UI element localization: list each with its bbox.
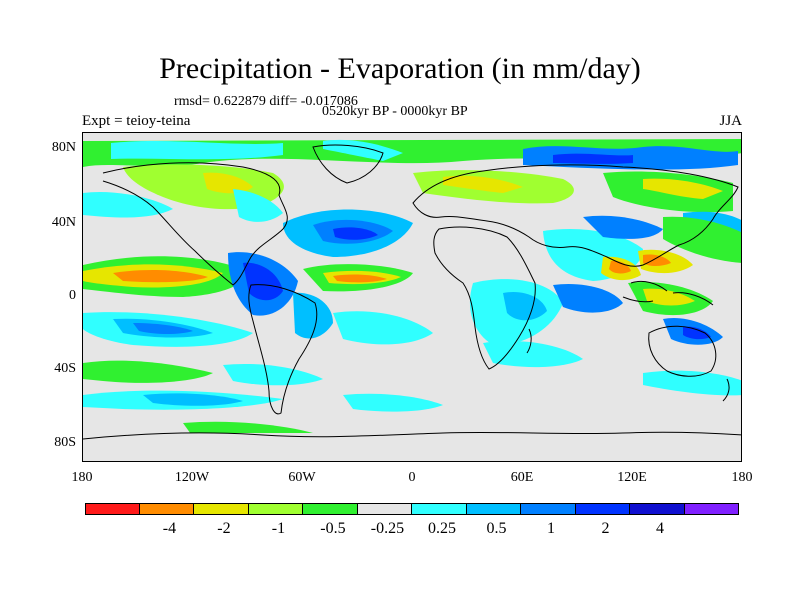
colorbar-segment — [248, 503, 303, 515]
lat-label-80n: 80N — [51, 140, 76, 155]
field-patch — [83, 360, 213, 383]
colorbar-segment — [630, 503, 685, 515]
field-patch — [643, 178, 723, 199]
lat-label-40n: 40N — [51, 215, 76, 230]
field-patch — [583, 215, 663, 239]
field-patch — [663, 216, 741, 263]
field-patch — [143, 393, 243, 406]
lon-label-120e: 120E — [617, 470, 647, 485]
field-patch — [223, 363, 323, 386]
colorbar-label: 4 — [655, 520, 664, 537]
coast-south-america — [248, 284, 318, 415]
coast-antarctica — [83, 431, 741, 440]
colorbar-segment — [684, 503, 739, 515]
world-map — [82, 132, 742, 462]
field-patch — [83, 191, 173, 218]
coast-australia — [648, 325, 717, 377]
colorbar-label: 1 — [546, 520, 555, 537]
experiment-label: Expt = teioy-teina — [82, 113, 191, 129]
colorbar-label: -2 — [217, 520, 231, 537]
coast-nz — [722, 378, 730, 402]
field-patch — [443, 175, 523, 193]
period-label: 0520kyr BP - 0000kyr BP — [322, 104, 468, 119]
colorbar-segment — [521, 503, 576, 515]
colorbar-label: 0.25 — [427, 520, 456, 537]
field-patch — [643, 254, 671, 266]
lon-label-0: 0 — [408, 470, 416, 485]
colorbar-segment — [466, 503, 521, 515]
field-patch — [243, 262, 283, 301]
field-patch — [293, 292, 333, 339]
colorbar — [85, 503, 739, 515]
coastlines — [83, 144, 741, 440]
coast-madagascar — [526, 328, 532, 354]
map-canvas — [83, 133, 741, 461]
lat-label-40s: 40S — [54, 361, 76, 376]
field-patch — [203, 172, 253, 194]
field-patch — [133, 323, 193, 334]
field-patch — [483, 340, 583, 368]
lon-label-180w: 180 — [71, 470, 93, 485]
coast-north-america — [102, 162, 288, 286]
colorbar-segment — [85, 503, 140, 515]
coast-africa — [433, 226, 536, 370]
lat-label-80s: 80S — [54, 435, 76, 450]
field-patch — [333, 274, 387, 283]
field-patch — [111, 141, 283, 160]
lon-label-60e: 60E — [510, 470, 534, 485]
colorbar-label: 2 — [601, 520, 610, 537]
field-patch — [333, 227, 378, 240]
field-patch — [333, 311, 433, 345]
field-patch — [643, 288, 695, 306]
field-patch — [553, 283, 623, 313]
field-patch — [233, 189, 283, 222]
colorbar-label: -4 — [162, 520, 177, 537]
season-label: JJA — [719, 113, 742, 129]
colorbar-segment — [412, 503, 467, 515]
field-patch — [609, 260, 631, 274]
colorbar-label: -0.5 — [320, 520, 346, 537]
coast-eurasia — [412, 164, 739, 267]
colorbar-segment — [303, 503, 358, 515]
lat-label-0: 0 — [69, 288, 76, 303]
field-patch — [643, 370, 741, 396]
plot-title: Precipitation - Evaporation (in mm/day) — [159, 52, 641, 85]
colorbar-label: -1 — [271, 520, 286, 537]
colorbar-segment — [194, 503, 249, 515]
colorbar-label: 0.5 — [486, 520, 507, 537]
field-patch — [113, 270, 208, 283]
coast-greenland — [312, 144, 384, 184]
field-patch — [343, 393, 443, 412]
colorbar-segment — [575, 503, 630, 515]
colorbar-label: -0.25 — [370, 520, 405, 537]
field-patch — [683, 326, 711, 340]
lon-label-60w: 60W — [288, 470, 316, 485]
field-patch — [503, 291, 547, 321]
field-patch — [553, 153, 633, 164]
coast-maritime — [622, 280, 714, 306]
colorbar-segment — [139, 503, 194, 515]
lon-label-180e: 180 — [731, 470, 753, 485]
field-patch — [83, 433, 741, 461]
colorbar-segment — [357, 503, 412, 515]
lon-label-120w: 120W — [174, 470, 210, 485]
rmsd-diff-stats: rmsd= 0.622879 diff= -0.017086 — [174, 94, 358, 109]
